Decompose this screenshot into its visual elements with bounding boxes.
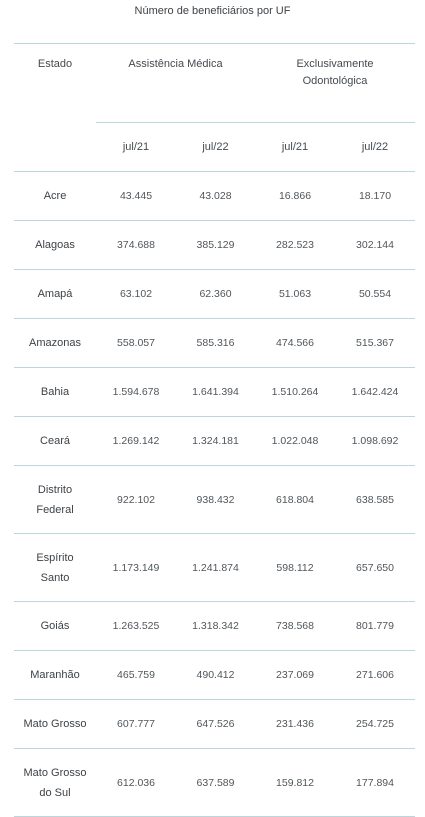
table-title: Número de beneficiários por UF bbox=[134, 5, 291, 17]
value-cell: 938.432 bbox=[176, 465, 255, 534]
header-odontologica: Exclusivamente Odontológica bbox=[296, 58, 374, 87]
value-cell: 1.022.048 bbox=[255, 416, 335, 466]
table-row: Distrito Federal 922.102 938.432 618.804… bbox=[14, 465, 415, 534]
value-cell: 638.585 bbox=[335, 465, 415, 534]
value-cell: 1.324.181 bbox=[176, 416, 255, 466]
value-cell: 474.566 bbox=[255, 318, 335, 368]
value-cell: 237.069 bbox=[255, 650, 335, 700]
value-cell: 1.641.394 bbox=[176, 367, 255, 417]
table-row: Bahia 1.594.678 1.641.394 1.510.264 1.64… bbox=[14, 367, 415, 417]
state-name: Alagoas bbox=[14, 220, 96, 270]
state-name: Maranhão bbox=[14, 650, 96, 700]
value-cell: 515.367 bbox=[335, 318, 415, 368]
table-row: Mato Grosso do Sul 612.036 637.589 159.8… bbox=[14, 748, 415, 817]
value-cell: 585.316 bbox=[176, 318, 255, 368]
header-estado: Estado bbox=[37, 58, 73, 70]
state-name: Bahia bbox=[14, 367, 96, 417]
table-row: Goiás 1.263.525 1.318.342 738.568 801.77… bbox=[14, 601, 415, 651]
value-cell: 607.777 bbox=[96, 699, 176, 749]
value-cell: 177.894 bbox=[335, 748, 415, 817]
table-row: Amapá 63.102 62.360 51.063 50.554 bbox=[14, 269, 415, 319]
header-assistencia-medica: Assistência Médica bbox=[128, 58, 223, 70]
value-cell: 1.594.678 bbox=[96, 367, 176, 417]
value-cell: 1.318.342 bbox=[176, 601, 255, 651]
header-period: jul/22 bbox=[176, 122, 255, 172]
value-cell: 63.102 bbox=[96, 269, 176, 319]
value-cell: 1.510.264 bbox=[255, 367, 335, 417]
state-name: Espírito Santo bbox=[14, 533, 96, 602]
value-cell: 43.445 bbox=[96, 171, 176, 221]
value-cell: 1.173.149 bbox=[96, 533, 176, 602]
value-cell: 302.144 bbox=[335, 220, 415, 270]
value-cell: 385.129 bbox=[176, 220, 255, 270]
value-cell: 647.526 bbox=[176, 699, 255, 749]
value-cell: 62.360 bbox=[176, 269, 255, 319]
value-cell: 282.523 bbox=[255, 220, 335, 270]
value-cell: 271.606 bbox=[335, 650, 415, 700]
value-cell: 465.759 bbox=[96, 650, 176, 700]
state-name: Distrito Federal bbox=[14, 465, 96, 534]
value-cell: 374.688 bbox=[96, 220, 176, 270]
value-cell: 231.436 bbox=[255, 699, 335, 749]
table-row: Amazonas 558.057 585.316 474.566 515.367 bbox=[14, 318, 415, 368]
header-period: jul/21 bbox=[255, 122, 335, 172]
value-cell: 43.028 bbox=[176, 171, 255, 221]
state-name: Amapá bbox=[14, 269, 96, 319]
value-cell: 801.779 bbox=[335, 601, 415, 651]
table-row: Espírito Santo 1.173.149 1.241.874 598.1… bbox=[14, 533, 415, 602]
value-cell: 50.554 bbox=[335, 269, 415, 319]
header-period: jul/21 bbox=[96, 122, 176, 172]
table-row: Alagoas 374.688 385.129 282.523 302.144 bbox=[14, 220, 415, 270]
value-cell: 254.725 bbox=[335, 699, 415, 749]
value-cell: 16.866 bbox=[255, 171, 335, 221]
value-cell: 51.063 bbox=[255, 269, 335, 319]
state-name: Acre bbox=[14, 171, 96, 221]
value-cell: 18.170 bbox=[335, 171, 415, 221]
value-cell: 1.263.525 bbox=[96, 601, 176, 651]
value-cell: 1.269.142 bbox=[96, 416, 176, 466]
value-cell: 922.102 bbox=[96, 465, 176, 534]
value-cell: 1.642.424 bbox=[335, 367, 415, 417]
value-cell: 558.057 bbox=[96, 318, 176, 368]
value-cell: 1.241.874 bbox=[176, 533, 255, 602]
value-cell: 618.804 bbox=[255, 465, 335, 534]
beneficiaries-table: Estado Assistência Médica Exclusivamente… bbox=[14, 43, 415, 817]
table-row: Acre 43.445 43.028 16.866 18.170 bbox=[14, 171, 415, 221]
state-name: Ceará bbox=[14, 416, 96, 466]
value-cell: 612.036 bbox=[96, 748, 176, 817]
value-cell: 738.568 bbox=[255, 601, 335, 651]
header-period: jul/22 bbox=[335, 122, 415, 172]
value-cell: 598.112 bbox=[255, 533, 335, 602]
value-cell: 490.412 bbox=[176, 650, 255, 700]
state-name: Goiás bbox=[14, 601, 96, 651]
value-cell: 159.812 bbox=[255, 748, 335, 817]
value-cell: 637.589 bbox=[176, 748, 255, 817]
table-row: Maranhão 465.759 490.412 237.069 271.606 bbox=[14, 650, 415, 700]
state-name: Amazonas bbox=[14, 318, 96, 368]
state-name: Mato Grosso do Sul bbox=[14, 748, 96, 817]
state-name: Mato Grosso bbox=[14, 699, 96, 749]
table-row: Ceará 1.269.142 1.324.181 1.022.048 1.09… bbox=[14, 416, 415, 466]
table-row: Mato Grosso 607.777 647.526 231.436 254.… bbox=[14, 699, 415, 749]
value-cell: 657.650 bbox=[335, 533, 415, 602]
value-cell: 1.098.692 bbox=[335, 416, 415, 466]
